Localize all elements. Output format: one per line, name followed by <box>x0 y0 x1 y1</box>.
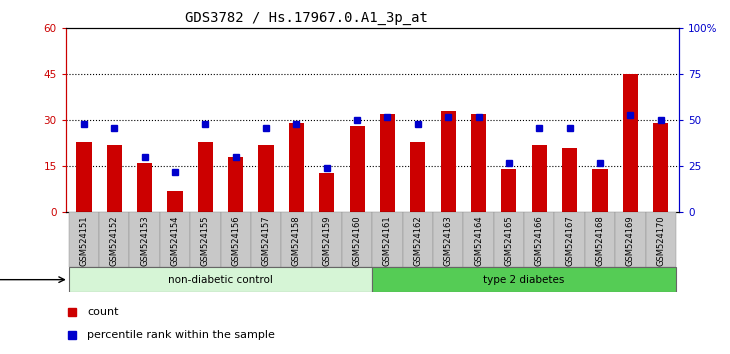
Text: percentile rank within the sample: percentile rank within the sample <box>87 330 275 341</box>
Text: GSM524157: GSM524157 <box>261 215 271 266</box>
Bar <box>471 114 486 212</box>
Bar <box>555 212 585 267</box>
Text: GSM524153: GSM524153 <box>140 215 149 266</box>
Bar <box>524 212 555 267</box>
Bar <box>464 212 493 267</box>
Bar <box>350 126 365 212</box>
Bar <box>137 163 153 212</box>
Bar <box>653 124 668 212</box>
Text: GSM524152: GSM524152 <box>110 215 119 266</box>
Bar <box>228 157 243 212</box>
Bar <box>372 267 676 292</box>
Bar <box>562 148 577 212</box>
Bar <box>198 142 213 212</box>
Bar <box>77 142 91 212</box>
Bar <box>167 191 182 212</box>
Bar <box>380 114 395 212</box>
Bar <box>623 74 638 212</box>
Text: GSM524155: GSM524155 <box>201 215 210 266</box>
Text: GSM524160: GSM524160 <box>353 215 361 266</box>
Bar <box>107 145 122 212</box>
Bar <box>281 212 312 267</box>
Bar <box>441 111 456 212</box>
Bar <box>220 212 251 267</box>
Bar <box>585 212 615 267</box>
Bar <box>433 212 464 267</box>
Bar <box>531 145 547 212</box>
Text: GSM524162: GSM524162 <box>413 215 423 266</box>
Text: GSM524161: GSM524161 <box>383 215 392 266</box>
Bar <box>251 212 281 267</box>
Bar <box>190 212 220 267</box>
Bar <box>69 212 99 267</box>
Text: GSM524158: GSM524158 <box>292 215 301 266</box>
Bar <box>615 212 645 267</box>
Bar <box>342 212 372 267</box>
Bar <box>319 172 334 212</box>
Text: type 2 diabetes: type 2 diabetes <box>483 275 565 285</box>
Bar <box>403 212 433 267</box>
Text: GSM524163: GSM524163 <box>444 215 453 266</box>
Bar <box>160 212 190 267</box>
Bar <box>129 212 160 267</box>
Bar <box>502 170 517 212</box>
Text: GSM524151: GSM524151 <box>80 215 88 266</box>
Bar <box>410 142 426 212</box>
Text: GSM524165: GSM524165 <box>504 215 513 266</box>
Text: GSM524169: GSM524169 <box>626 215 635 266</box>
Bar <box>592 170 607 212</box>
Bar <box>372 212 403 267</box>
Text: GSM524166: GSM524166 <box>535 215 544 266</box>
Text: count: count <box>87 307 119 318</box>
Bar <box>312 212 342 267</box>
Bar <box>289 124 304 212</box>
Bar <box>99 212 129 267</box>
Text: GSM524156: GSM524156 <box>231 215 240 266</box>
Text: GSM524159: GSM524159 <box>322 215 331 266</box>
Text: GDS3782 / Hs.17967.0.A1_3p_at: GDS3782 / Hs.17967.0.A1_3p_at <box>185 11 428 25</box>
Text: GSM524170: GSM524170 <box>656 215 665 266</box>
Text: GSM524167: GSM524167 <box>565 215 574 266</box>
Bar <box>258 145 274 212</box>
Text: GSM524154: GSM524154 <box>171 215 180 266</box>
Text: GSM524168: GSM524168 <box>596 215 604 266</box>
Bar <box>645 212 676 267</box>
Text: non-diabetic control: non-diabetic control <box>168 275 273 285</box>
Bar <box>493 212 524 267</box>
Bar <box>69 267 372 292</box>
Text: GSM524164: GSM524164 <box>474 215 483 266</box>
